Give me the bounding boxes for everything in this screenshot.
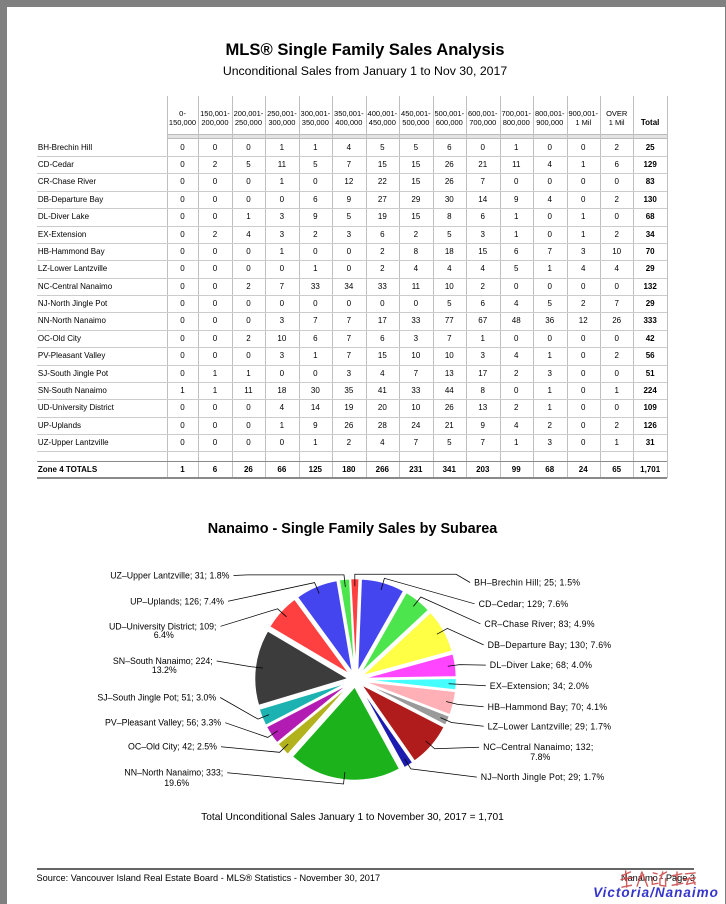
svg-text:UZ–Upper Lantzville; 31; 1.8%: UZ–Upper Lantzville; 31; 1.8% xyxy=(110,571,229,581)
svg-text:DB–Departure Bay; 130; 7.6%: DB–Departure Bay; 130; 7.6% xyxy=(488,640,612,650)
svg-text:SN–South Nanaimo; 224;: SN–South Nanaimo; 224; xyxy=(113,656,213,666)
svg-text:CD–Cedar; 129; 7.6%: CD–Cedar; 129; 7.6% xyxy=(479,599,569,609)
svg-text:HB–Hammond Bay; 70; 4.1%: HB–Hammond Bay; 70; 4.1% xyxy=(488,702,608,712)
svg-text:LZ–Lower Lantzville; 29; 1.7%: LZ–Lower Lantzville; 29; 1.7% xyxy=(488,721,612,731)
svg-text:BH–Brechin Hill; 25; 1.5%: BH–Brechin Hill; 25; 1.5% xyxy=(474,578,580,588)
svg-text:DL–Diver Lake; 68; 4.0%: DL–Diver Lake; 68; 4.0% xyxy=(490,660,592,670)
svg-text:7.8%: 7.8% xyxy=(530,752,550,762)
svg-text:UD–University District; 109;: UD–University District; 109; xyxy=(109,621,217,631)
svg-text:NN–North Nanaimo; 333;: NN–North Nanaimo; 333; xyxy=(124,768,223,778)
svg-text:OC–Old City; 42; 2.5%: OC–Old City; 42; 2.5% xyxy=(128,742,217,752)
svg-text:PV–Pleasant Valley; 56; 3.3%: PV–Pleasant Valley; 56; 3.3% xyxy=(105,718,221,728)
svg-text:13.2%: 13.2% xyxy=(152,665,177,675)
svg-text:UP–Uplands; 126; 7.4%: UP–Uplands; 126; 7.4% xyxy=(130,596,224,606)
svg-text:19.6%: 19.6% xyxy=(164,778,189,788)
svg-text:SJ–South Jingle Pot; 51; 3.0%: SJ–South Jingle Pot; 51; 3.0% xyxy=(97,693,216,703)
svg-text:CR–Chase River; 83; 4.9%: CR–Chase River; 83; 4.9% xyxy=(484,619,594,629)
svg-text:EX–Extension; 34; 2.0%: EX–Extension; 34; 2.0% xyxy=(490,681,589,691)
svg-text:NJ–North Jingle Pot; 29; 1.7%: NJ–North Jingle Pot; 29; 1.7% xyxy=(481,772,605,782)
svg-text:6.4%: 6.4% xyxy=(154,630,174,640)
svg-text:NC–Central Nanaimo; 132;: NC–Central Nanaimo; 132; xyxy=(483,742,593,752)
